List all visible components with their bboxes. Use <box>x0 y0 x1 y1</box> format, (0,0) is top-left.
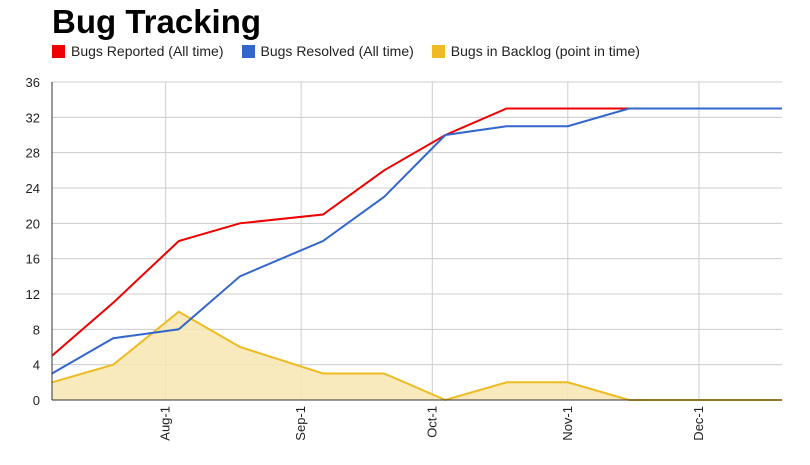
legend-swatch-reported <box>52 44 65 58</box>
legend-swatch-resolved <box>241 44 255 58</box>
backlog-area-layer <box>51 310 782 402</box>
legend: Bugs Reported (All time) Bugs Resolved (… <box>52 40 658 62</box>
y-tick-label: 16 <box>26 252 40 267</box>
legend-swatch-backlog <box>431 44 445 58</box>
y-tick-label: 12 <box>26 287 40 302</box>
y-tick-label: 24 <box>26 181 40 196</box>
x-tick-label: Oct-1 <box>424 406 439 438</box>
backlog-area-fill <box>52 311 782 400</box>
y-tick-label: 20 <box>26 216 40 231</box>
legend-label-backlog: Bugs in Backlog (point in time) <box>450 43 640 59</box>
series-lines-layer <box>51 107 782 375</box>
chart-title: Bug Tracking <box>52 3 262 40</box>
legend-item-resolved[interactable]: Bugs Resolved (All time) <box>241 43 414 59</box>
series-line-backlog <box>51 310 782 402</box>
y-tick-label: 0 <box>33 393 40 408</box>
legend-label-reported: Bugs Reported (All time) <box>71 43 224 59</box>
x-tick-labels: Aug-1 Sep-1 Oct-1 Nov-1 Dec-1 <box>158 406 706 441</box>
grid-lines <box>52 81 782 400</box>
y-tick-label: 8 <box>33 322 40 337</box>
series-line-reported <box>51 107 782 357</box>
axes <box>51 82 782 401</box>
y-tick-labels: 0 4 8 12 16 20 24 28 32 36 <box>26 75 40 408</box>
series-line-resolved <box>51 107 782 375</box>
x-tick-label: Aug-1 <box>158 406 173 441</box>
y-tick-label: 4 <box>33 358 40 373</box>
legend-item-backlog[interactable]: Bugs in Backlog (point in time) <box>431 43 640 59</box>
x-tick-label: Sep-1 <box>293 406 308 441</box>
legend-label-resolved: Bugs Resolved (All time) <box>260 43 414 59</box>
legend-item-reported[interactable]: Bugs Reported (All time) <box>52 43 224 59</box>
y-tick-label: 32 <box>26 110 40 125</box>
y-tick-label: 28 <box>26 146 40 161</box>
x-tick-label: Nov-1 <box>560 406 575 441</box>
y-tick-label: 36 <box>26 75 40 90</box>
x-tick-label: Dec-1 <box>691 406 706 441</box>
